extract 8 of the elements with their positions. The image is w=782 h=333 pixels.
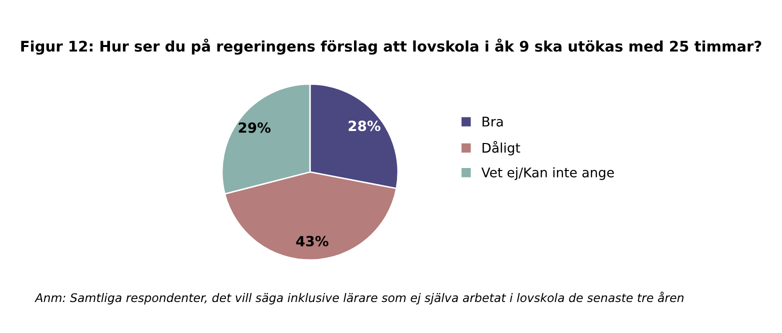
data-label: 29% bbox=[238, 122, 271, 133]
data-label: 43% bbox=[296, 236, 328, 246]
text: Anm: Samtliga respondenter, det vill säga inklusive lärare som ej själva arbetat i lovskola de senaste tre åren bbox=[34, 292, 684, 304]
legend-label: Vet ej/Kan inte ange bbox=[481, 167, 614, 180]
data-label: 28% bbox=[348, 120, 380, 132]
chart-title: Figur 12: Hur ser du på regeringens förslag att lovskola i åk 9 ska utökas med 25 timmar? bbox=[21, 38, 762, 55]
legend-label: Dåligt bbox=[482, 141, 520, 156]
legend-label: Bra bbox=[482, 116, 503, 127]
